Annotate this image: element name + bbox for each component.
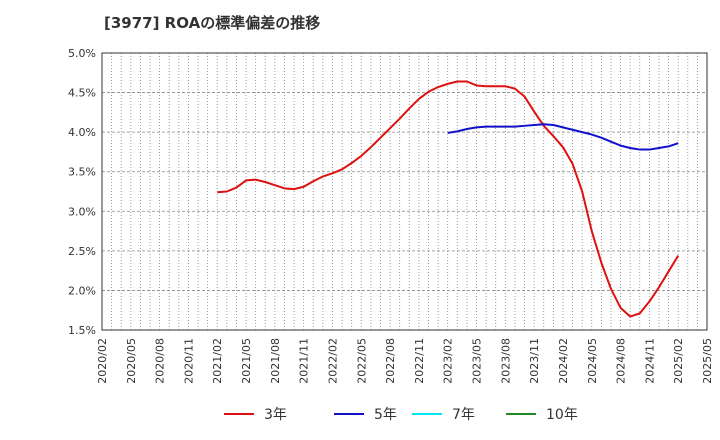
y-tick-label: 4.0%	[68, 126, 96, 139]
x-tick-label: 2024/05	[586, 338, 599, 384]
x-tick-label: 2020/05	[125, 338, 138, 384]
series-line-0	[217, 80, 680, 318]
chart-title: [3977] ROAの標準偏差の推移	[104, 14, 320, 32]
plot-border	[101, 52, 708, 331]
x-tick-label: 2022/02	[326, 338, 339, 384]
y-tick-label: 5.0%	[68, 47, 96, 60]
x-tick-label: 2020/08	[154, 338, 167, 384]
x-tick-label: 2025/05	[701, 338, 714, 384]
legend-label: 3年	[264, 407, 287, 423]
y-tick-label: 3.0%	[68, 205, 96, 218]
plot-area	[102, 53, 707, 330]
y-tick-label: 2.5%	[68, 245, 96, 258]
grid	[102, 53, 707, 330]
y-tick-label: 4.5%	[68, 87, 96, 100]
x-tick-label: 2023/02	[442, 338, 455, 384]
x-tick-label: 2024/11	[643, 338, 656, 384]
y-axis: 1.5% 2.0% 2.5% 3.0% 3.5% 4.0% 4.5% 5.0%	[68, 47, 96, 337]
x-tick-label: 2021/02	[211, 338, 224, 384]
x-tick-label: 2024/08	[615, 338, 628, 384]
legend-label: 5年	[374, 407, 397, 423]
x-tick-label: 2022/11	[413, 338, 426, 384]
legend-label: 10年	[546, 407, 578, 423]
y-tick-label: 2.0%	[68, 284, 96, 297]
y-tick-label: 1.5%	[68, 324, 96, 337]
series-line-1	[447, 123, 679, 151]
x-tick-label: 2023/11	[528, 338, 541, 384]
x-tick-label: 2020/11	[182, 338, 195, 384]
x-tick-label: 2025/02	[672, 338, 685, 384]
x-tick-label: 2023/05	[471, 338, 484, 384]
x-tick-label: 2022/08	[384, 338, 397, 384]
legend-label: 7年	[452, 407, 475, 423]
x-tick-label: 2021/08	[269, 338, 282, 384]
x-tick-label: 2021/05	[240, 338, 253, 384]
x-tick-label: 2024/02	[557, 338, 570, 384]
legend: 3年 5年 7年 10年	[224, 407, 578, 423]
x-tick-label: 2023/08	[499, 338, 512, 384]
series-layer	[217, 80, 680, 318]
x-tick-label: 2022/05	[355, 338, 368, 384]
x-axis: 2020/02 2020/05 2020/08 2020/11 2021/02 2021/…	[96, 338, 714, 384]
x-tick-label: 2020/02	[96, 338, 109, 384]
y-tick-label: 3.5%	[68, 166, 96, 179]
x-tick-label: 2021/11	[298, 338, 311, 384]
